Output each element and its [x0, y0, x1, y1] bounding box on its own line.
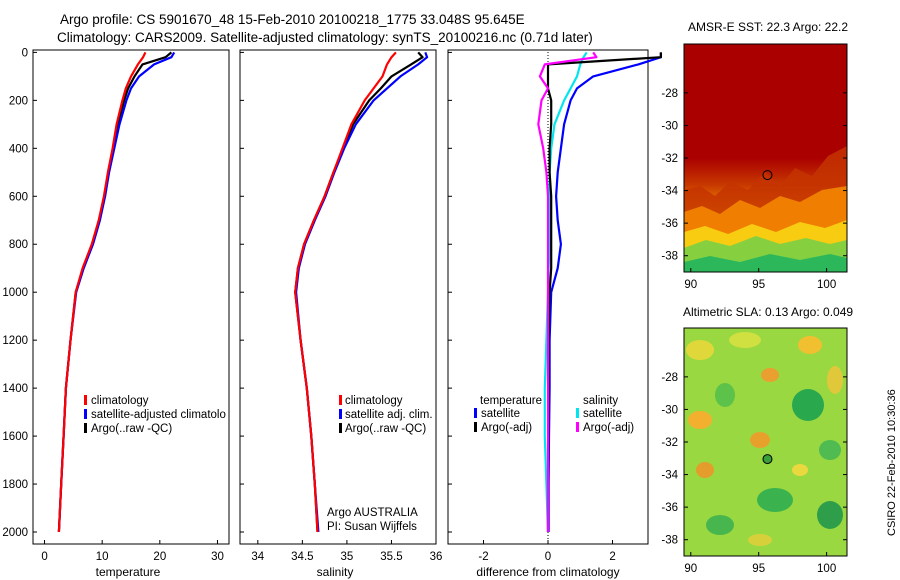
legend-label-sal-satellite: satellite [583, 408, 622, 420]
legend-label-argo: Argo(..raw -QC) [345, 423, 426, 435]
salinity-xtick-label: 35 [341, 551, 354, 563]
header-line-2: Climatology: CARS2009. Satellite-adjuste… [57, 30, 593, 45]
legend-swatch-temp-argo [474, 422, 477, 432]
sla-heatmap [684, 328, 847, 556]
series-line [543, 51, 588, 533]
legend-swatch-argo [84, 423, 87, 433]
legend-label-temp-satellite: satellite [481, 408, 520, 420]
legend-swatch-sal-satellite [576, 408, 579, 418]
legend-swatch-argo [339, 423, 342, 433]
map-ytick-label: -36 [661, 218, 678, 230]
legend-swatch-climatology [84, 395, 87, 405]
sla-map-title: Altimetric SLA: 0.13 Argo: 0.049 [683, 305, 853, 319]
map-xtick-label: 95 [752, 279, 765, 291]
map-xtick-label: 95 [752, 563, 765, 575]
depth-tick-label: 1200 [2, 335, 28, 347]
map-ytick-label: -32 [661, 153, 678, 165]
depth-tick-label: 800 [9, 239, 28, 251]
header-line-1: Argo profile: CS 5901670_48 15-Feb-2010 … [60, 12, 525, 27]
depth-tick-label: 400 [9, 143, 28, 155]
map-ytick-label: -34 [661, 470, 678, 482]
legend-swatch-satellite [339, 409, 342, 419]
map-ytick-label: -28 [661, 88, 678, 100]
salinity-xtick-label: 34 [251, 551, 264, 563]
legend-group-salinity: salinity [583, 395, 618, 407]
depth-tick-label: 200 [9, 95, 28, 107]
map-ytick-label: -32 [661, 437, 678, 449]
legend-swatch-climatology [339, 395, 342, 405]
temperature-panel: 0 10 20 30 0 200 400 600 800 1000 1200 1400 1600 1800… [2, 47, 230, 579]
series-line [537, 51, 598, 532]
argo-position-marker [762, 170, 773, 181]
depth-tick-label: 1400 [2, 383, 28, 395]
float-program-label: Argo AUSTRALIA [327, 507, 418, 519]
map-ytick-label: -38 [661, 535, 678, 547]
legend-group-temperature: temperature [480, 395, 542, 407]
legend-label-argo: Argo(..raw -QC) [91, 423, 172, 435]
temperature-legend: climatology satellite-adjusted climatolo… [84, 395, 226, 435]
difference-panel: -2 0 2 difference from climatology tempera… [447, 49, 663, 579]
depth-tick-label: 0 [22, 47, 28, 59]
depth-tick-label: 1800 [2, 479, 28, 491]
salinity-legend: climatology satellite adj. clim. Argo(..… [339, 395, 433, 435]
map-ytick-label: -30 [661, 120, 678, 132]
sst-map-panel: AMSR-E SST: 22.3 Argo: 22.2 90 95 100 -28 -3… [661, 20, 848, 291]
depth-tick-label: 1000 [2, 287, 28, 299]
float-pi-label: PI: Susan Wijffels [327, 521, 417, 533]
salinity-xlabel: salinity [317, 565, 354, 579]
credit-timestamp: CSIRO 22-Feb-2010 10:30:36 [886, 389, 898, 536]
map-ytick-label: -36 [661, 502, 678, 514]
temperature-xlabel: temperature [96, 565, 161, 579]
legend-label-satellite: satellite-adjusted climatolo [91, 409, 226, 421]
legend-label-temp-argo: Argo(-adj) [481, 422, 532, 434]
sst-heatmap [684, 44, 847, 272]
temperature-xtick-label: 30 [211, 551, 224, 563]
legend-label-satellite: satellite adj. clim. [345, 409, 433, 421]
legend-label-climatology: climatology [91, 395, 149, 407]
temperature-xtick-label: 20 [153, 551, 166, 563]
legend-swatch-sal-argo [576, 422, 579, 432]
legend-swatch-satellite [84, 409, 87, 419]
series-line [57, 51, 147, 533]
sst-map-title: AMSR-E SST: 22.3 Argo: 22.2 [688, 20, 848, 34]
difference-legend: temperature satellite Argo(-adj) salinit… [474, 395, 634, 434]
salinity-panel: 34 34.5 35 35.5 36 salinity climatology sate… [239, 49, 443, 579]
difference-xtick-label: 0 [545, 551, 551, 563]
difference-xtick-label: -2 [478, 551, 488, 563]
map-ytick-label: -28 [661, 372, 678, 384]
map-xtick-label: 90 [684, 563, 697, 575]
legend-label-climatology: climatology [345, 395, 403, 407]
series-line [294, 51, 424, 533]
map-ytick-label: -30 [661, 404, 678, 416]
argo-position-marker [762, 454, 773, 465]
depth-tick-label: 1600 [2, 431, 28, 443]
depth-tick-label: 2000 [2, 527, 28, 539]
salinity-xtick-label: 35.5 [380, 551, 402, 563]
map-ytick-label: -38 [661, 251, 678, 263]
series-line [547, 52, 663, 532]
difference-xlabel: difference from climatology [476, 565, 619, 579]
map-xtick-label: 90 [684, 279, 697, 291]
legend-label-sal-argo: Argo(-adj) [583, 422, 634, 434]
salinity-xtick-label: 34.5 [291, 551, 313, 563]
temperature-xtick-label: 10 [96, 551, 109, 563]
legend-swatch-temp-satellite [474, 408, 477, 418]
series-line [294, 51, 397, 533]
depth-tick-label: 600 [9, 191, 28, 203]
map-ytick-label: -34 [661, 186, 678, 198]
temperature-plot-frame [32, 49, 230, 545]
salinity-xtick-label: 36 [430, 551, 443, 563]
sla-map-panel: Altimetric SLA: 0.13 Argo: 0.049 90 95 100… [661, 305, 853, 575]
difference-xtick-label: 2 [609, 551, 615, 563]
salinity-plot-frame [239, 49, 437, 545]
temperature-xtick-label: 0 [41, 551, 47, 563]
map-xtick-label: 100 [817, 563, 836, 575]
map-xtick-label: 100 [817, 279, 836, 291]
series-line [295, 52, 429, 533]
